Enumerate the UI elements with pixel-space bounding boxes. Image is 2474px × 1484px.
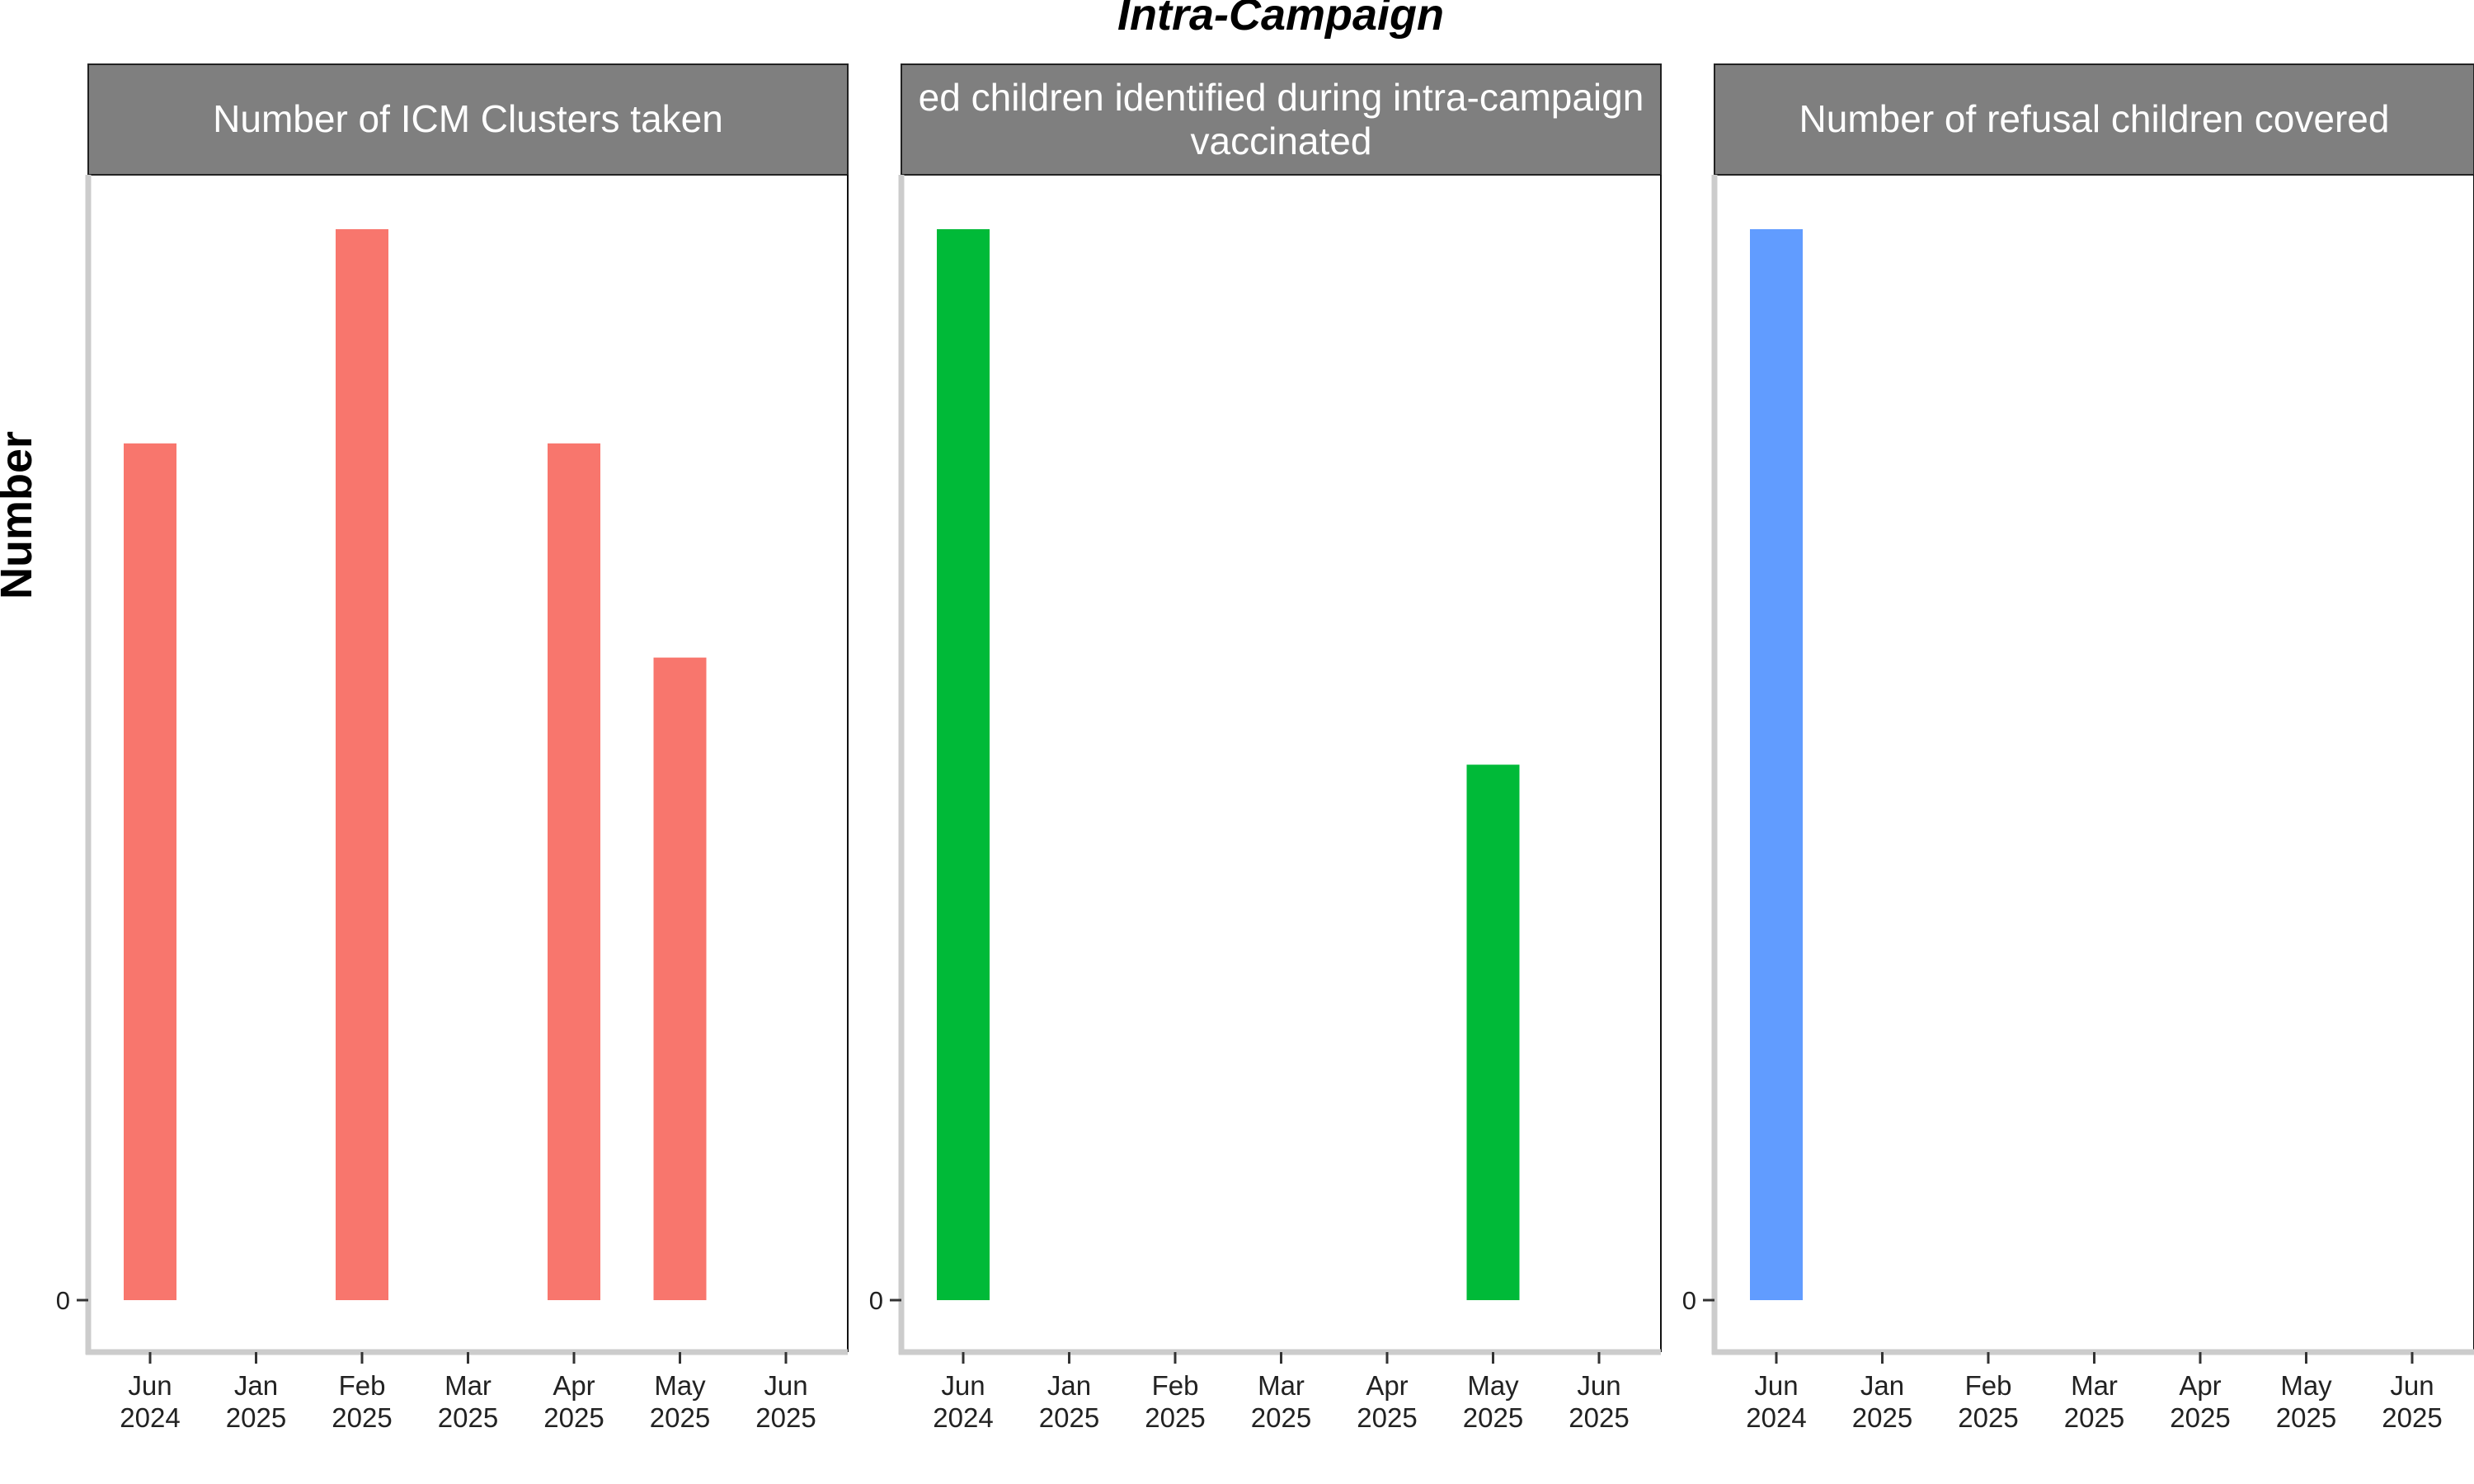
bar <box>548 443 600 1300</box>
x-tick-label: Jun <box>128 1370 172 1401</box>
x-tick-label: May <box>2280 1370 2332 1401</box>
x-tick-label: Feb <box>1965 1370 2012 1401</box>
x-tick-label: 2025 <box>2276 1402 2336 1433</box>
x-tick-label: 2025 <box>332 1402 392 1433</box>
x-tick-label: May <box>1467 1370 1519 1401</box>
y-tick-label: 0 <box>869 1286 883 1315</box>
facet-strip-title: vaccinated <box>1191 120 1372 162</box>
x-tick-label: Jan <box>1047 1370 1091 1401</box>
x-tick-label: 2025 <box>1251 1402 1311 1433</box>
facet-strip <box>87 63 849 176</box>
facet-strip-title: Number of ICM Clusters taken <box>213 97 723 140</box>
x-tick-label: Jun <box>941 1370 985 1401</box>
facet-panel: Number of ICM Clusters taken0Jun2024Jan2… <box>56 63 849 1433</box>
x-tick-label: 2025 <box>2382 1402 2442 1433</box>
facet-strip-title: ed children identified during intra-camp… <box>919 76 1644 119</box>
x-tick-label: May <box>654 1370 706 1401</box>
x-tick-label: 2024 <box>120 1402 180 1433</box>
x-tick-label: 2024 <box>1746 1402 1806 1433</box>
x-tick-label: 2025 <box>1357 1402 1417 1433</box>
facet-panel: ed children identified during intra-camp… <box>869 63 1662 1433</box>
bar <box>1466 764 1520 1300</box>
x-tick-label: 2025 <box>2064 1402 2124 1433</box>
bar <box>336 229 388 1300</box>
x-tick-label: 2025 <box>438 1402 498 1433</box>
y-tick-label: 0 <box>1682 1286 1696 1315</box>
x-tick-label: Feb <box>1152 1370 1199 1401</box>
x-tick-label: Apr <box>1366 1370 1408 1401</box>
x-tick-label: 2025 <box>650 1402 710 1433</box>
x-tick-label: Apr <box>553 1370 595 1401</box>
x-tick-label: 2025 <box>755 1402 816 1433</box>
bar <box>937 229 990 1300</box>
x-tick-label: 2025 <box>1958 1402 2018 1433</box>
facet-panel: Number of refusal children covered0Jun20… <box>1682 63 2474 1433</box>
x-tick-label: 2025 <box>226 1402 286 1433</box>
chart-title: Intra-Campaign <box>1117 0 1444 40</box>
x-tick-label: Jun <box>1577 1370 1620 1401</box>
bar <box>1750 229 1803 1300</box>
bar <box>653 657 707 1300</box>
x-tick-label: Jan <box>1860 1370 1904 1401</box>
x-tick-label: Jan <box>234 1370 278 1401</box>
bar <box>124 443 176 1300</box>
x-tick-label: 2025 <box>1145 1402 1205 1433</box>
x-tick-label: Jun <box>1754 1370 1798 1401</box>
x-tick-label: 2024 <box>933 1402 993 1433</box>
x-tick-label: 2025 <box>1039 1402 1099 1433</box>
facet-strip <box>1714 63 2474 176</box>
x-tick-label: Jun <box>764 1370 807 1401</box>
y-tick-label: 0 <box>56 1286 70 1315</box>
x-tick-label: Jun <box>2390 1370 2434 1401</box>
x-tick-label: 2025 <box>543 1402 604 1433</box>
y-axis-label: Number <box>0 431 41 599</box>
x-tick-label: Apr <box>2179 1370 2221 1401</box>
x-tick-label: 2025 <box>1569 1402 1629 1433</box>
x-tick-label: Mar <box>1258 1370 1305 1401</box>
facet-strip-title: Number of refusal children covered <box>1799 97 2390 140</box>
facet-panels: Number of ICM Clusters taken0Jun2024Jan2… <box>56 63 2474 1433</box>
x-tick-label: Feb <box>339 1370 386 1401</box>
x-tick-label: 2025 <box>2170 1402 2230 1433</box>
x-tick-label: Mar <box>444 1370 492 1401</box>
x-tick-label: 2025 <box>1852 1402 1912 1433</box>
x-tick-label: Mar <box>2071 1370 2118 1401</box>
facet-strip <box>901 63 1662 176</box>
x-tick-label: 2025 <box>1463 1402 1523 1433</box>
